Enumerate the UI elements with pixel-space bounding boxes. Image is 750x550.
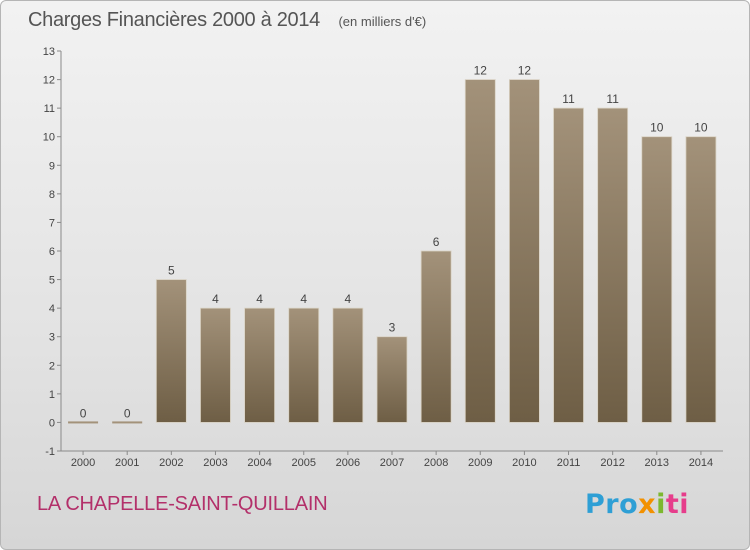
data-label: 6: [433, 235, 440, 249]
bar: [155, 279, 187, 423]
data-label: 10: [650, 121, 664, 135]
x-tick-label: 2009: [468, 457, 492, 469]
data-label: 10: [694, 121, 708, 135]
data-label: 11: [562, 92, 575, 106]
bar: [244, 307, 276, 423]
bar: [112, 421, 143, 424]
logo-part: i: [656, 489, 666, 520]
bar: [464, 79, 496, 423]
x-tick-label: 2005: [291, 457, 315, 469]
logo-part: ti: [665, 489, 690, 520]
bar: [376, 336, 408, 423]
y-tick-label: -1: [45, 446, 55, 458]
commune-name: LA CHAPELLE-SAINT-QUILLAIN: [37, 493, 328, 515]
data-label: 12: [518, 64, 532, 78]
x-tick-label: 2011: [557, 457, 581, 469]
bar: [685, 136, 717, 423]
x-tick-label: 2003: [203, 457, 227, 469]
data-labels: 0 0 5 4 4 4 4 3 6 12 12 11 11 10 10: [80, 64, 708, 421]
chart-header: Charges Financières 2000 à 2014 (en mill…: [28, 9, 426, 32]
bar: [553, 107, 584, 423]
y-tick-label: 11: [44, 103, 55, 115]
bar: [288, 307, 320, 423]
bars: [68, 79, 717, 424]
y-tick-label: 3: [49, 332, 55, 344]
bar: [641, 136, 673, 423]
bar: [68, 421, 99, 424]
chart-title: Charges Financières 2000 à 2014: [28, 9, 321, 31]
bar: [420, 250, 452, 423]
data-label: 5: [168, 264, 175, 278]
y-tick-label: 2: [49, 360, 55, 372]
logo-part: Pro: [585, 489, 639, 520]
data-label: 4: [212, 292, 219, 306]
x-tick-label: 2008: [424, 457, 448, 469]
y-tick-label: 5: [49, 275, 55, 287]
bar: [508, 79, 540, 423]
y-tick-label: 9: [49, 160, 55, 172]
y-tick-label: 8: [49, 189, 55, 201]
x-tick-label: 2004: [247, 457, 271, 469]
y-tick-label: 10: [43, 132, 55, 144]
bar: [332, 307, 364, 423]
y-tick-label: 0: [49, 417, 55, 429]
y-tick-label: 6: [49, 246, 55, 258]
x-tick-label: 2002: [159, 457, 183, 469]
data-label: 3: [389, 321, 396, 335]
x-tick-label: 2006: [336, 457, 360, 469]
data-label: 4: [345, 292, 352, 306]
y-tick-label: 1: [49, 389, 55, 401]
data-label: 0: [124, 406, 131, 420]
bar: [597, 107, 629, 423]
data-label: 12: [474, 64, 488, 78]
y-tick-label: 4: [49, 303, 55, 315]
bar: [200, 307, 231, 423]
y-tick-label: 12: [43, 75, 55, 87]
logo-part: x: [638, 489, 657, 520]
x-tick-label: 2007: [380, 457, 404, 469]
x-tick-label: 2014: [689, 457, 713, 469]
y-tick-label: 13: [43, 46, 55, 58]
chart-unit: (en milliers d'€): [338, 14, 427, 29]
y-tick-label: 7: [49, 217, 55, 229]
x-tick-label: 2012: [600, 457, 624, 469]
x-tick-label: 2001: [115, 457, 139, 469]
x-tick-label: 2000: [71, 457, 95, 469]
data-label: 0: [80, 406, 87, 420]
data-label: 11: [606, 92, 619, 106]
data-label: 4: [256, 292, 263, 306]
proxiti-logo[interactable]: Proxiti: [585, 489, 689, 520]
data-label: 4: [300, 292, 307, 306]
x-tick-label: 2013: [645, 457, 669, 469]
x-tick-label: 2010: [512, 457, 536, 469]
